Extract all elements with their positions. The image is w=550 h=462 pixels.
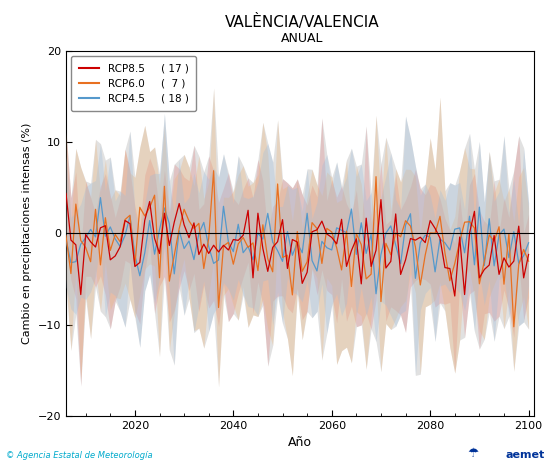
Text: ☂: ☂ xyxy=(468,447,478,460)
Y-axis label: Cambio en precipitaciones intensas (%): Cambio en precipitaciones intensas (%) xyxy=(22,122,32,344)
Text: VALÈNCIA/VALENCIA: VALÈNCIA/VALENCIA xyxy=(225,14,380,30)
Legend: RCP8.5     ( 17 ), RCP6.0     (  7 ), RCP4.5     ( 18 ): RCP8.5 ( 17 ), RCP6.0 ( 7 ), RCP4.5 ( 18… xyxy=(71,56,196,111)
Text: © Agencia Estatal de Meteorología: © Agencia Estatal de Meteorología xyxy=(6,451,152,460)
Text: ANUAL: ANUAL xyxy=(281,32,324,45)
Text: aemet: aemet xyxy=(505,450,544,460)
X-axis label: Año: Año xyxy=(288,436,312,449)
